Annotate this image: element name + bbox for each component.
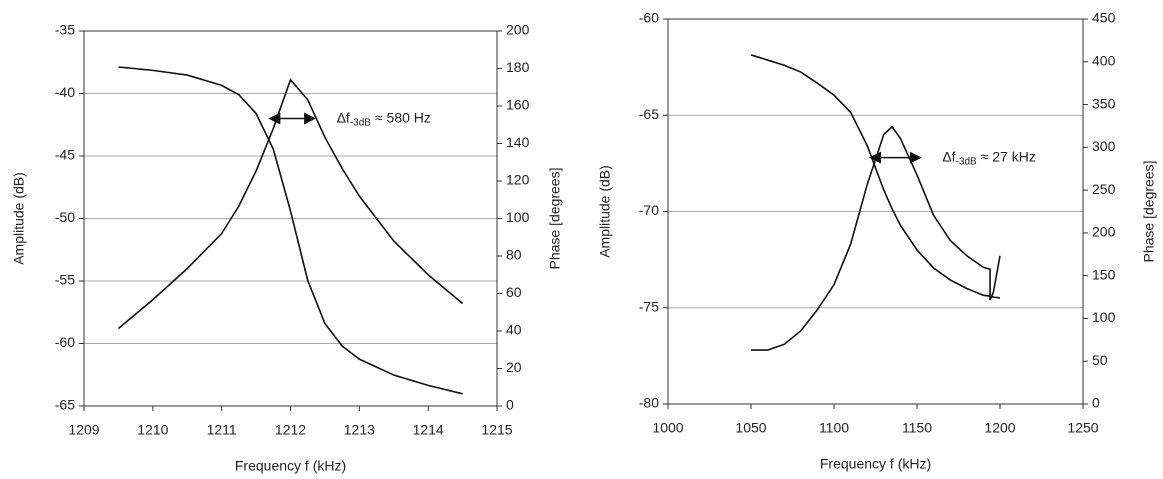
annotation-subscript: -3dB [350,117,371,128]
y-axis-label: Amplitude (dB) [11,172,27,265]
y2-tick-label: 120 [506,172,530,188]
y-tick-label: -80 [639,395,659,411]
data-line [750,54,1001,299]
x-tick-label: 1100 [819,420,849,436]
y2-tick-label: 350 [1092,95,1116,111]
y2-tick-label: 250 [1092,181,1116,197]
x-tick-label: 1209 [68,422,99,438]
y2-tick-label: 20 [506,359,522,375]
y-tick-label: -60 [55,334,75,350]
y-tick-label: -50 [55,209,75,225]
annotation: Δf-3dB ≈ 580 Hz [337,109,431,128]
x-tick-label: 1211 [207,422,237,438]
y-axis-label: Amplitude (dB) [597,165,613,258]
y2-tick-label: 40 [506,322,522,338]
y2-tick-label: 100 [1092,309,1116,325]
annotation-value: ≈ 27 kHz [981,148,1036,164]
x-tick-label: 1212 [275,422,306,438]
y-tick-label: -65 [639,106,659,122]
x-axis-label: Frequency f (kHz) [235,458,346,474]
plot-frame [83,30,498,407]
x-tick-label: 1000 [652,420,683,436]
y-tick-label: -60 [639,10,659,26]
y2-tick-label: 80 [506,247,522,263]
y2-tick-label: 300 [1092,138,1116,154]
annotation-symbol: Δf [337,109,350,125]
annotation-value: ≈ 580 Hz [375,109,431,125]
chart-panel: -65 -60 -55 -50 -45 -40 -35 0 20 40 60 80 100 120 140 1… [11,22,563,474]
y2-tick-label: 0 [506,397,514,413]
annotation-subscript: -3dB [956,156,977,167]
x-tick-label: 1214 [413,422,444,438]
data-line [117,78,464,330]
y-tick-label: -40 [55,84,75,100]
annotation-symbol: Δf [942,148,955,164]
x-tick-label: 1150 [902,420,932,436]
y2-axis-label: Phase [degrees] [1141,161,1157,263]
y2-tick-label: 200 [506,22,530,38]
y-tick-label: -35 [55,22,75,38]
y2-tick-label: 400 [1092,52,1116,68]
y2-tick-label: 160 [506,97,530,113]
y-tick-label: -70 [639,202,659,218]
annotation: Δf-3dB ≈ 27 kHz [942,148,1036,167]
data-line [118,66,463,395]
y2-tick-label: 60 [506,284,522,300]
x-tick-label: 1250 [1067,420,1098,436]
y-tick-label: -45 [55,147,75,163]
y-tick-label: -55 [55,272,75,288]
y2-tick-label: 450 [1092,10,1116,26]
y2-tick-label: 200 [1092,224,1116,240]
y2-tick-label: 100 [506,209,530,225]
y2-tick-label: 180 [506,59,530,75]
y2-axis-label: Phase [degrees] [547,168,563,270]
x-tick-label: 1050 [735,420,766,436]
x-axis-label: Frequency f (kHz) [820,456,931,472]
x-tick-label: 1213 [344,422,375,438]
x-tick-label: 1215 [481,422,512,438]
y-tick-label: -75 [639,298,659,314]
y2-tick-label: 50 [1092,352,1108,368]
y-tick-label: -65 [55,397,75,413]
x-tick-label: 1200 [984,420,1015,436]
y2-tick-label: 150 [1092,266,1116,282]
y2-tick-label: 140 [506,134,530,150]
plot-frame [667,18,1084,405]
chart-panel: -80 -75 -70 -65 -60 0 50 100 150 200 250 300 350 400 4… [597,10,1157,472]
data-line [751,125,1001,351]
y2-tick-label: 0 [1092,395,1100,411]
x-tick-label: 1210 [137,422,168,438]
